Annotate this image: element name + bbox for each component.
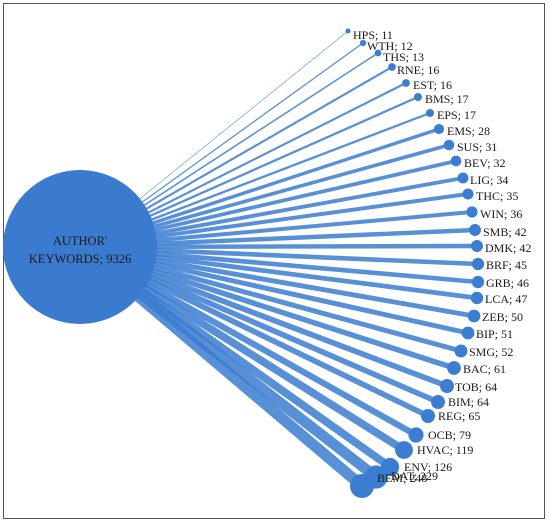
node-grb [471,275,485,289]
node-label-ocb: OCB; 79 [428,428,471,442]
node-label-est: EST; 16 [413,78,452,92]
node-label-dmk: DMK; 42 [485,241,531,255]
node-label-hps: HPS; 11 [353,28,393,42]
node-label-brf: BRF; 45 [486,258,527,272]
node-brf [471,257,485,271]
node-label-bms: BMS; 17 [425,92,469,106]
node-label-bim: BIM; 64 [448,395,489,409]
node-label-wth: WTH; 12 [367,39,413,53]
node-label-lig: LIG; 34 [470,173,508,187]
node-bac [447,361,461,375]
node-label-ems: EMS; 28 [447,124,490,138]
node-win [466,206,478,218]
node-reg [420,408,436,424]
node-label-rne: RNE; 16 [397,63,439,77]
node-bim [431,395,445,409]
node-ocb [408,427,424,443]
node-est [402,79,410,87]
node-bip [461,326,475,340]
hub-label-line1: AUTHOR' [53,234,107,248]
nodes-group [345,28,485,498]
node-eps [425,108,435,118]
hub-label-line2: KEYWORDS; 9326 [29,252,131,266]
node-smg [454,344,468,358]
node-label-bip: BIP; 51 [476,327,513,341]
node-label-reg: REG; 65 [438,409,480,423]
node-zeb [467,309,481,323]
node-label-hvac: HVAC; 119 [417,443,473,457]
node-label-env: ENV; 126 [404,460,452,474]
node-bev [450,155,462,167]
node-label-bem: BEM; 248 [377,471,427,485]
node-hvac [395,441,413,459]
node-tob [440,379,454,393]
hub-node [3,170,157,324]
node-label-lca: LCA; 47 [485,292,527,306]
node-smb [469,224,481,236]
node-rne [388,63,396,71]
node-label-thc: THC; 35 [476,189,518,203]
node-label-zeb: ZEB; 50 [482,310,523,324]
node-dmk [471,240,483,252]
node-thc [462,188,474,200]
node-label-bac: BAC; 61 [463,362,506,376]
node-label-eps: EPS; 17 [437,108,476,122]
node-label-smg: SMG; 52 [469,345,513,359]
node-sus [443,139,455,151]
node-label-win: WIN; 36 [480,207,522,221]
node-label-sus: SUS; 31 [457,140,497,154]
node-ems [433,123,445,135]
node-label-grb: GRB; 46 [486,276,529,290]
node-label-bev: BEV; 32 [464,156,505,170]
node-bem [350,474,374,498]
node-lig [457,172,469,184]
node-label-dat: DAT; 229 [391,469,438,483]
node-label-tob: TOB; 64 [455,380,497,394]
node-lca [470,291,484,305]
node-label-ths: THS; 13 [383,50,424,64]
node-bms [413,92,423,102]
node-wth [359,39,367,47]
node-label-smb: SMB; 42 [483,225,527,239]
node-hps [345,28,351,34]
node-ths [374,49,382,57]
